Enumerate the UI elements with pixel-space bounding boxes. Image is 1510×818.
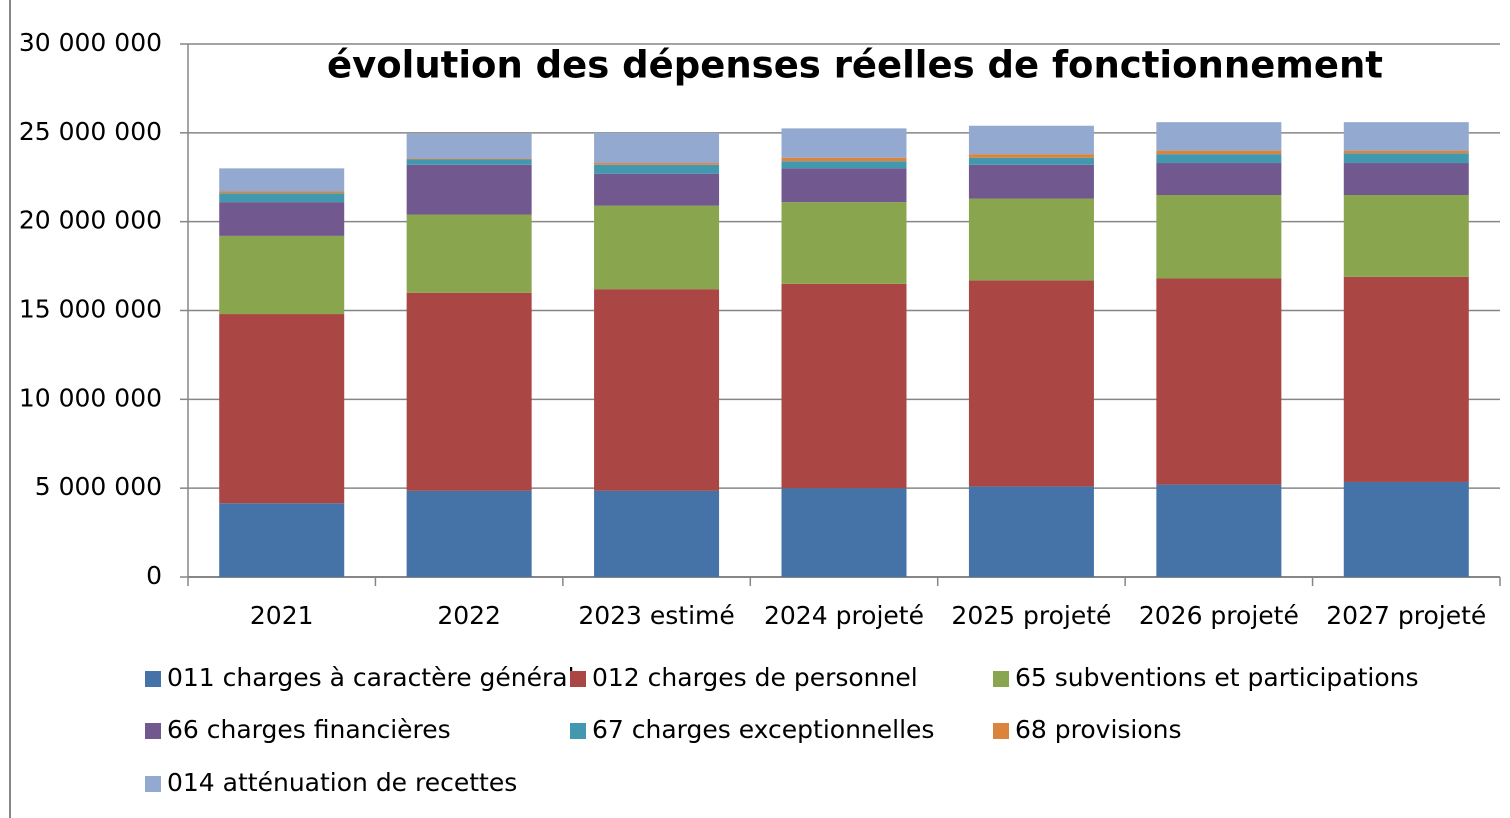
y-tick-label: 10 000 000 — [19, 383, 162, 412]
bar-segment — [968, 157, 1094, 165]
bar-segment — [219, 314, 345, 504]
bar-segment — [781, 128, 907, 158]
y-tick-label: 15 000 000 — [19, 295, 162, 324]
bar-segment — [406, 214, 532, 293]
bar-segment — [219, 168, 345, 192]
bar-segment — [594, 132, 720, 164]
bar-segment — [406, 133, 532, 159]
legend-label: 014 atténuation de recettes — [167, 768, 517, 797]
bar-segment — [1343, 150, 1469, 154]
bar-segment — [968, 125, 1094, 155]
legend-label: 67 charges exceptionnelles — [592, 715, 934, 744]
bar-segment — [219, 202, 345, 236]
chart-title: évolution des dépenses réelles de foncti… — [327, 44, 1383, 87]
bar-segment — [594, 173, 720, 206]
bar-segment — [594, 490, 720, 577]
bar-segment — [594, 163, 720, 165]
legend-label: 011 charges à caractère général — [167, 663, 575, 692]
bar-segment — [781, 157, 907, 162]
bar-segment — [968, 486, 1094, 577]
bar-segment — [406, 292, 532, 491]
bar-segment — [1156, 163, 1282, 196]
bar-segment — [594, 164, 720, 174]
legend-label: 68 provisions — [1015, 715, 1182, 744]
y-tick-label: 5 000 000 — [35, 472, 162, 501]
legend-swatch — [570, 723, 586, 739]
bar-segment — [406, 490, 532, 577]
x-tick-label: 2023 estimé — [578, 601, 734, 630]
bar-segment — [219, 235, 345, 315]
bar-segment — [406, 159, 532, 165]
bar-segment — [1156, 150, 1282, 155]
x-tick-label: 2021 — [250, 601, 314, 630]
bar-segment — [406, 164, 532, 215]
y-tick-label: 25 000 000 — [19, 117, 162, 146]
bar-segment — [219, 191, 345, 194]
legend-swatch — [570, 671, 586, 687]
legend-label: 012 charges de personnel — [592, 663, 918, 692]
x-tick-label: 2027 projeté — [1326, 601, 1486, 630]
bar-segment — [1343, 195, 1469, 277]
bar-segment — [1343, 122, 1469, 151]
bar-segment — [781, 283, 907, 489]
x-tick-label: 2022 — [437, 601, 501, 630]
bar-segment — [406, 158, 532, 160]
bar-segment — [594, 289, 720, 491]
bar-segment — [968, 154, 1094, 158]
bar-segment — [1156, 154, 1282, 164]
bar-segment — [1156, 484, 1282, 577]
y-tick-label: 30 000 000 — [19, 28, 162, 57]
bar-segment — [1156, 278, 1282, 485]
bar-segment — [781, 488, 907, 577]
y-tick-label: 0 — [146, 561, 162, 590]
bar-segment — [219, 193, 345, 203]
bar-segment — [1156, 122, 1282, 151]
x-tick-label: 2025 projeté — [951, 601, 1111, 630]
legend-label: 66 charges financières — [167, 715, 451, 744]
bar-segment — [1343, 163, 1469, 196]
legend-swatch — [145, 776, 161, 792]
bar-segment — [219, 503, 345, 577]
chart-frame — [9, 0, 11, 818]
bar-segment — [1343, 276, 1469, 482]
bar-segment — [781, 168, 907, 203]
legend-swatch — [993, 723, 1009, 739]
bar-segment — [1343, 481, 1469, 577]
legend-swatch — [145, 723, 161, 739]
bar-segment — [781, 161, 907, 169]
bar-segment — [968, 164, 1094, 199]
bar-segment — [1343, 153, 1469, 164]
legend-swatch — [145, 671, 161, 687]
x-tick-label: 2026 projeté — [1139, 601, 1299, 630]
bar-segment — [968, 280, 1094, 487]
y-tick-label: 20 000 000 — [19, 206, 162, 235]
legend-label: 65 subventions et participations — [1015, 663, 1419, 692]
bar-segment — [594, 205, 720, 290]
x-tick-label: 2024 projeté — [764, 601, 924, 630]
bar-segment — [1156, 195, 1282, 279]
legend-swatch — [993, 671, 1009, 687]
bar-segment — [781, 202, 907, 284]
bar-segment — [968, 198, 1094, 281]
